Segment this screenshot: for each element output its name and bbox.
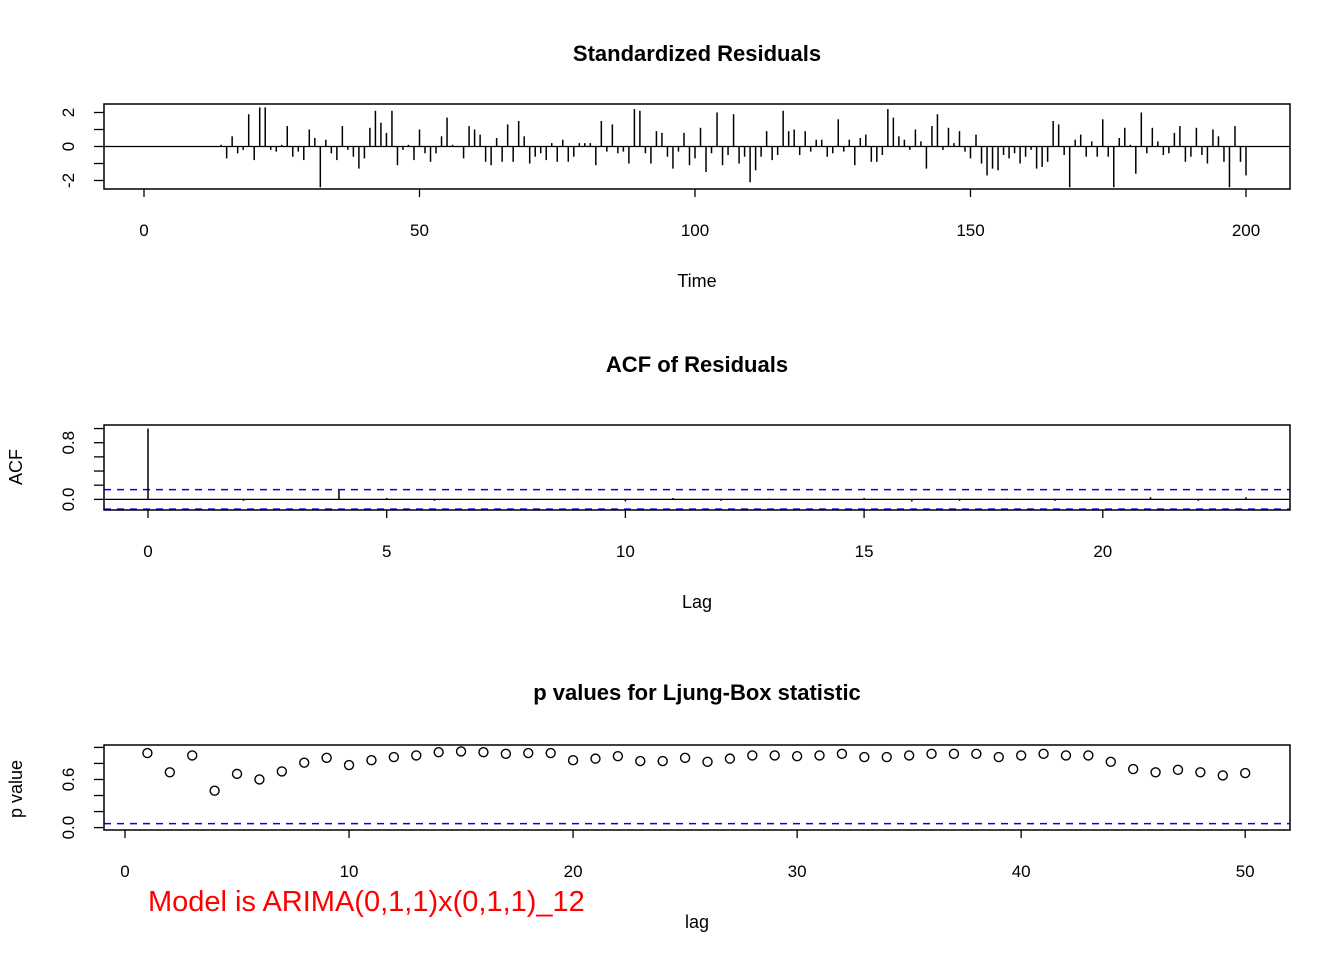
p-value-point <box>702 756 713 768</box>
lag-axis-label-lower: lag <box>685 912 709 932</box>
p-value-point <box>747 750 758 761</box>
x-tick-label: 15 <box>855 542 874 561</box>
y-tick-label: -2 <box>59 173 78 188</box>
p-value-points <box>104 746 1290 825</box>
p-value-point <box>791 751 803 762</box>
y-tick-label: 0.0 <box>59 488 78 512</box>
p-value-point <box>1083 750 1094 761</box>
x-tick-label: 100 <box>681 221 709 240</box>
p-value-point <box>769 750 780 761</box>
acf-bars <box>104 428 1290 510</box>
x-tick-label: 0 <box>139 221 148 240</box>
ljung-box-x-axis: 0 10 20 30 40 50 <box>120 830 1255 881</box>
y-tick-label: 0.8 <box>59 431 78 455</box>
p-value-point <box>388 751 400 763</box>
p-value-point <box>657 755 668 767</box>
model-annotation: Model is ARIMA(0,1,1)x(0,1,1)_12 <box>148 886 585 918</box>
residual-bars <box>104 107 1290 188</box>
acf-panel: ACF of Residuals Lag ACF 0 5 10 15 20 0.0 0.8 <box>6 352 1291 612</box>
acf-plot-frame <box>103 424 1291 511</box>
p-value-point <box>881 751 892 763</box>
p-value-point <box>859 751 870 763</box>
p-value-point <box>903 750 915 761</box>
x-tick-label: 40 <box>1012 862 1031 881</box>
p-value-point <box>187 750 198 761</box>
p-value-point <box>1150 767 1161 778</box>
y-tick-label: 2 <box>59 108 78 117</box>
p-value-point <box>1217 770 1228 781</box>
p-value-point <box>1060 750 1072 761</box>
p-value-point <box>814 750 825 761</box>
acf-y-axis: 0.0 0.8 <box>59 427 104 512</box>
p-value-point <box>411 750 422 761</box>
p-value-point <box>635 755 646 767</box>
p-value-point <box>523 747 534 759</box>
y-tick-label: 0.0 <box>59 816 78 840</box>
p-value-point <box>500 748 512 760</box>
x-tick-label: 50 <box>1236 862 1255 881</box>
standardized-residuals-panel: Standardized Residuals Time 0 50 100 150 200… <box>59 41 1291 291</box>
p-value-point <box>836 748 848 760</box>
standardized-residuals-title: Standardized Residuals <box>573 41 821 66</box>
acf-y-axis-label: ACF <box>6 449 26 485</box>
p-value-point <box>993 751 1004 763</box>
acf-title: ACF of Residuals <box>606 352 788 377</box>
p-value-point <box>590 753 601 764</box>
p-value-point <box>1038 748 1049 760</box>
x-tick-label: 0 <box>143 542 152 561</box>
p-value-point <box>433 747 444 758</box>
p-value-point <box>948 748 960 760</box>
x-tick-label: 10 <box>616 542 635 561</box>
y-tick-label: 0 <box>59 142 78 151</box>
time-axis-label: Time <box>677 271 716 291</box>
p-value-point <box>724 753 736 764</box>
p-value-point <box>231 768 243 780</box>
x-tick-label: 10 <box>340 862 359 881</box>
p-value-point <box>1195 767 1206 778</box>
p-value-point <box>276 766 288 777</box>
p-value-point <box>478 747 489 758</box>
x-tick-label: 20 <box>1093 542 1112 561</box>
p-value-point <box>612 751 624 762</box>
p-value-point <box>567 755 579 766</box>
p-value-point <box>299 757 310 768</box>
x-tick-label: 30 <box>788 862 807 881</box>
x-tick-label: 50 <box>410 221 429 240</box>
p-value-point <box>1127 763 1139 775</box>
x-tick-label: 150 <box>956 221 984 240</box>
x-tick-label: 200 <box>1232 221 1260 240</box>
x-tick-label: 5 <box>382 542 391 561</box>
residuals-y-axis: -2 0 2 <box>59 108 104 188</box>
p-value-point <box>1015 750 1027 761</box>
p-value-point <box>455 746 467 757</box>
p-value-point <box>1239 767 1251 779</box>
p-value-point <box>926 748 937 760</box>
p-value-point <box>1172 764 1184 776</box>
ljung-box-panel: p values for Ljung-Box statistic lag p v… <box>6 680 1291 932</box>
p-value-point <box>679 752 691 764</box>
p-value-point <box>366 755 377 766</box>
lag-axis-label: Lag <box>682 592 712 612</box>
p-value-point <box>164 767 176 778</box>
x-tick-label: 0 <box>120 862 129 881</box>
acf-x-axis: 0 5 10 15 20 <box>143 510 1112 561</box>
p-value-point <box>209 785 220 796</box>
p-value-point <box>971 748 982 760</box>
p-value-y-axis-label: p value <box>6 760 26 818</box>
p-value-point <box>1105 756 1116 768</box>
ljung-box-y-axis: 0.0 0.6 <box>59 746 104 840</box>
p-value-point <box>545 747 556 759</box>
p-value-point <box>321 752 332 764</box>
y-tick-label: 0.6 <box>59 768 78 792</box>
p-value-point <box>343 759 355 771</box>
residuals-x-axis: 0 50 100 150 200 <box>139 189 1260 240</box>
ljung-box-plot-frame <box>103 744 1291 831</box>
p-value-point <box>142 747 153 759</box>
ljung-box-title: p values for Ljung-Box statistic <box>533 680 861 705</box>
x-tick-label: 20 <box>564 862 583 881</box>
p-value-point <box>254 774 265 785</box>
